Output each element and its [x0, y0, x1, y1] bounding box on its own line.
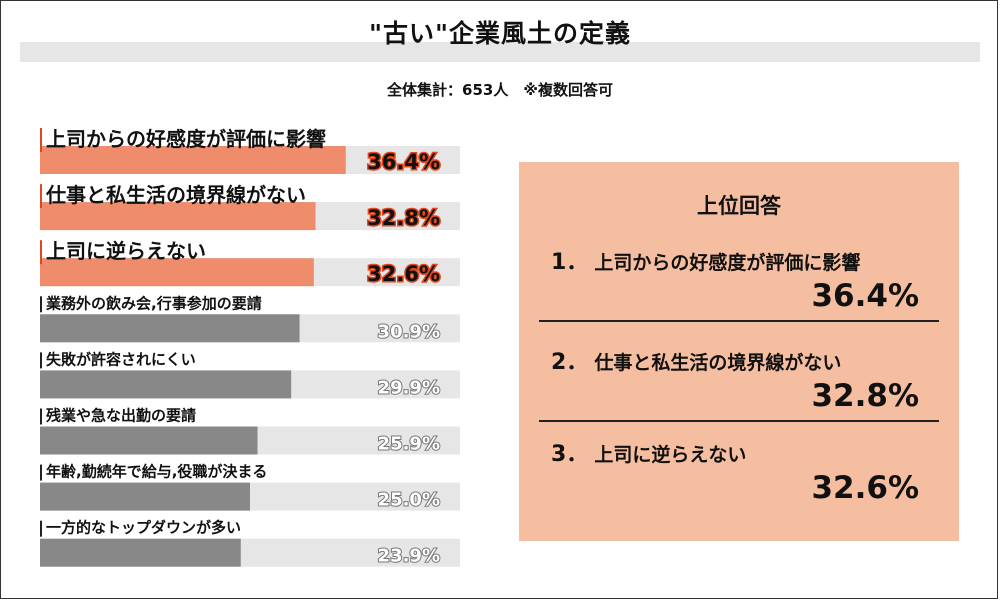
value-label-1: 36.4% [367, 150, 440, 174]
category-label-5: 失敗が許容されにくい [46, 350, 196, 368]
bar-8 [40, 538, 241, 567]
top-answer-1: 1． 上司からの好感度が評価に影響 36.4% [519, 244, 959, 334]
category-label-1: 上司からの好感度が評価に影響 [46, 127, 326, 151]
category-label-6: 残業や急な出勤の要請 [46, 407, 196, 425]
top-answer-1-label: 1． 上司からの好感度が評価に影響 [551, 244, 860, 276]
value-label-8: 23.9% [378, 546, 440, 567]
bar-tick-6 [40, 408, 42, 425]
value-label-7: 25.0% [378, 490, 440, 511]
bar-5 [40, 370, 292, 399]
title-band [20, 42, 980, 62]
category-label-8: 一方的なトップダウンが多い [46, 519, 241, 537]
value-label-3: 32.6% [367, 262, 440, 286]
top-answers-heading: 上位回答 [697, 194, 781, 218]
top-answer-divider-2 [539, 420, 939, 422]
top-answer-2-text: 仕事と私生活の境界線がない [594, 352, 842, 374]
top-answer-divider-1 [539, 320, 939, 322]
chart-title: "古い"企業風土の定義 [368, 19, 632, 48]
bar-tick-2 [40, 184, 42, 209]
bar-7 [40, 482, 250, 511]
bar-2 [40, 202, 316, 231]
top-answer-3-label: 3． 上司に逆らえない [551, 436, 746, 468]
top-answer-2-value: 32.8% [811, 378, 919, 414]
bar-tick-7 [40, 464, 42, 481]
value-label-2: 32.8% [367, 206, 440, 230]
value-label-4: 30.9% [378, 321, 440, 342]
top-answer-1-value: 36.4% [811, 278, 919, 314]
bar-tick-8 [40, 520, 42, 537]
bar-tick-5 [40, 352, 42, 369]
category-label-2: 仕事と私生活の境界線がない [45, 183, 306, 207]
top-answer-2: 2． 仕事と私生活の境界線がない 32.8% [519, 344, 959, 434]
top-answer-3-value: 32.6% [811, 470, 919, 506]
category-label-7: 年齢,勤続年で給与,役職が決まる [46, 463, 267, 481]
value-label-5: 29.9% [378, 377, 440, 398]
category-label-3: 上司に逆らえない [46, 239, 206, 263]
chart-subtitle: 全体集計：653人 ※複数回答可 [387, 81, 613, 99]
top-answer-3-text: 上司に逆らえない [594, 444, 747, 466]
top-answer-1-text: 上司からの好感度が評価に影響 [594, 252, 861, 274]
top-answer-1-rank: 1． [551, 250, 589, 275]
bar-1 [40, 146, 346, 174]
top-answer-3-rank: 3． [551, 442, 589, 467]
top-answer-2-label: 2． 仕事と私生活の境界線がない [551, 344, 841, 376]
bar-tick-3 [40, 240, 42, 265]
bar-tick-1 [40, 128, 42, 152]
value-label-6: 25.9% [378, 434, 440, 455]
category-label-4: 業務外の飲み会,行事参加の要請 [45, 294, 262, 312]
top-answer-2-rank: 2． [551, 350, 589, 375]
bar-tick-4 [40, 296, 42, 313]
bar-4 [40, 314, 300, 343]
bar-3 [40, 258, 314, 287]
top-answers-panel: 上位回答 1． 上司からの好感度が評価に影響 36.4% 2． 仕事と私生活の境界線… [519, 162, 959, 541]
top-answer-3: 3． 上司に逆らえない 32.6% [519, 436, 959, 526]
bar-6 [40, 426, 258, 455]
